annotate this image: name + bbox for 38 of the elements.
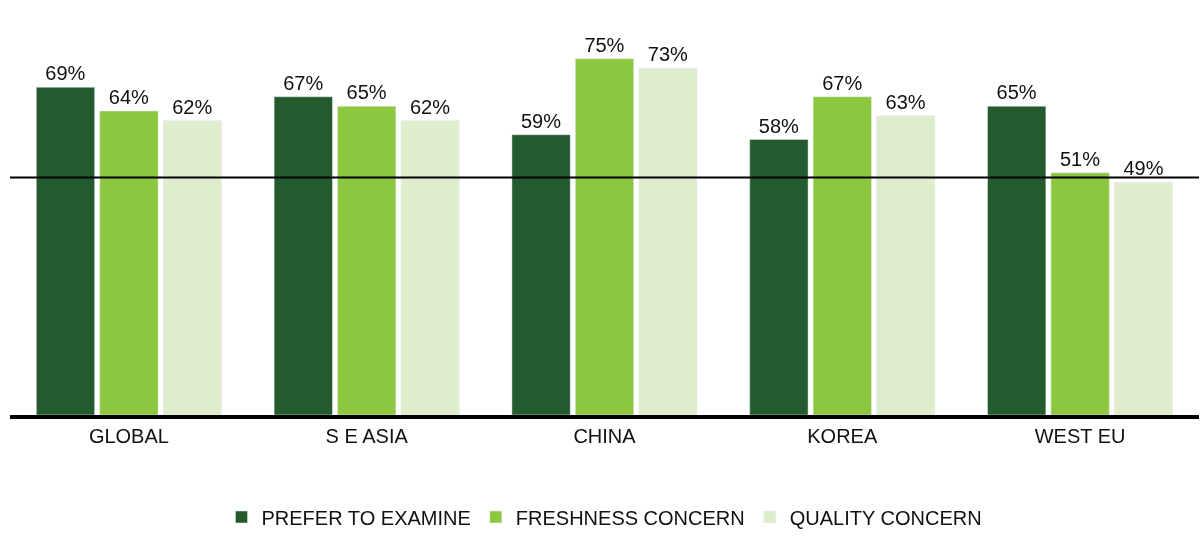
data-label: 51% — [1059, 147, 1101, 170]
legend-label: FRESHNESS CONCERN — [515, 506, 745, 529]
x-tick-label: KOREA — [807, 425, 878, 447]
x-tick-label: S E ASIA — [325, 425, 409, 447]
bar — [273, 96, 333, 415]
bar — [337, 106, 397, 415]
data-label: 62% — [409, 95, 451, 118]
legend-label: QUALITY CONCERN — [789, 506, 982, 529]
data-label: 73% — [647, 43, 689, 66]
bar — [812, 96, 872, 415]
bar — [162, 120, 222, 415]
bar — [36, 87, 95, 415]
bar — [749, 139, 809, 415]
bar — [400, 120, 460, 415]
x-tick-label: GLOBAL — [88, 425, 169, 447]
data-label: 69% — [45, 62, 86, 85]
data-label: 62% — [172, 95, 213, 118]
bar — [1050, 172, 1110, 415]
data-label: 65% — [996, 81, 1037, 104]
data-label: 75% — [584, 33, 625, 56]
data-label: 67% — [283, 71, 324, 94]
x-tick-label: WEST EU — [1034, 425, 1126, 447]
bar — [1114, 182, 1173, 415]
data-label: 65% — [346, 81, 387, 104]
bar — [99, 110, 159, 415]
data-label: 67% — [822, 71, 863, 94]
bar — [987, 106, 1047, 415]
data-label: 58% — [758, 114, 800, 137]
data-label: 59% — [520, 109, 562, 132]
data-label: 64% — [108, 86, 150, 108]
bar — [575, 58, 634, 415]
data-label: 49% — [1123, 157, 1164, 180]
data-label: 63% — [885, 90, 926, 113]
bar — [638, 68, 698, 415]
bar — [511, 134, 571, 415]
x-tick-label: CHINA — [573, 425, 637, 447]
bar — [876, 115, 936, 415]
legend-label: PREFER TO EXAMINE — [261, 506, 471, 529]
